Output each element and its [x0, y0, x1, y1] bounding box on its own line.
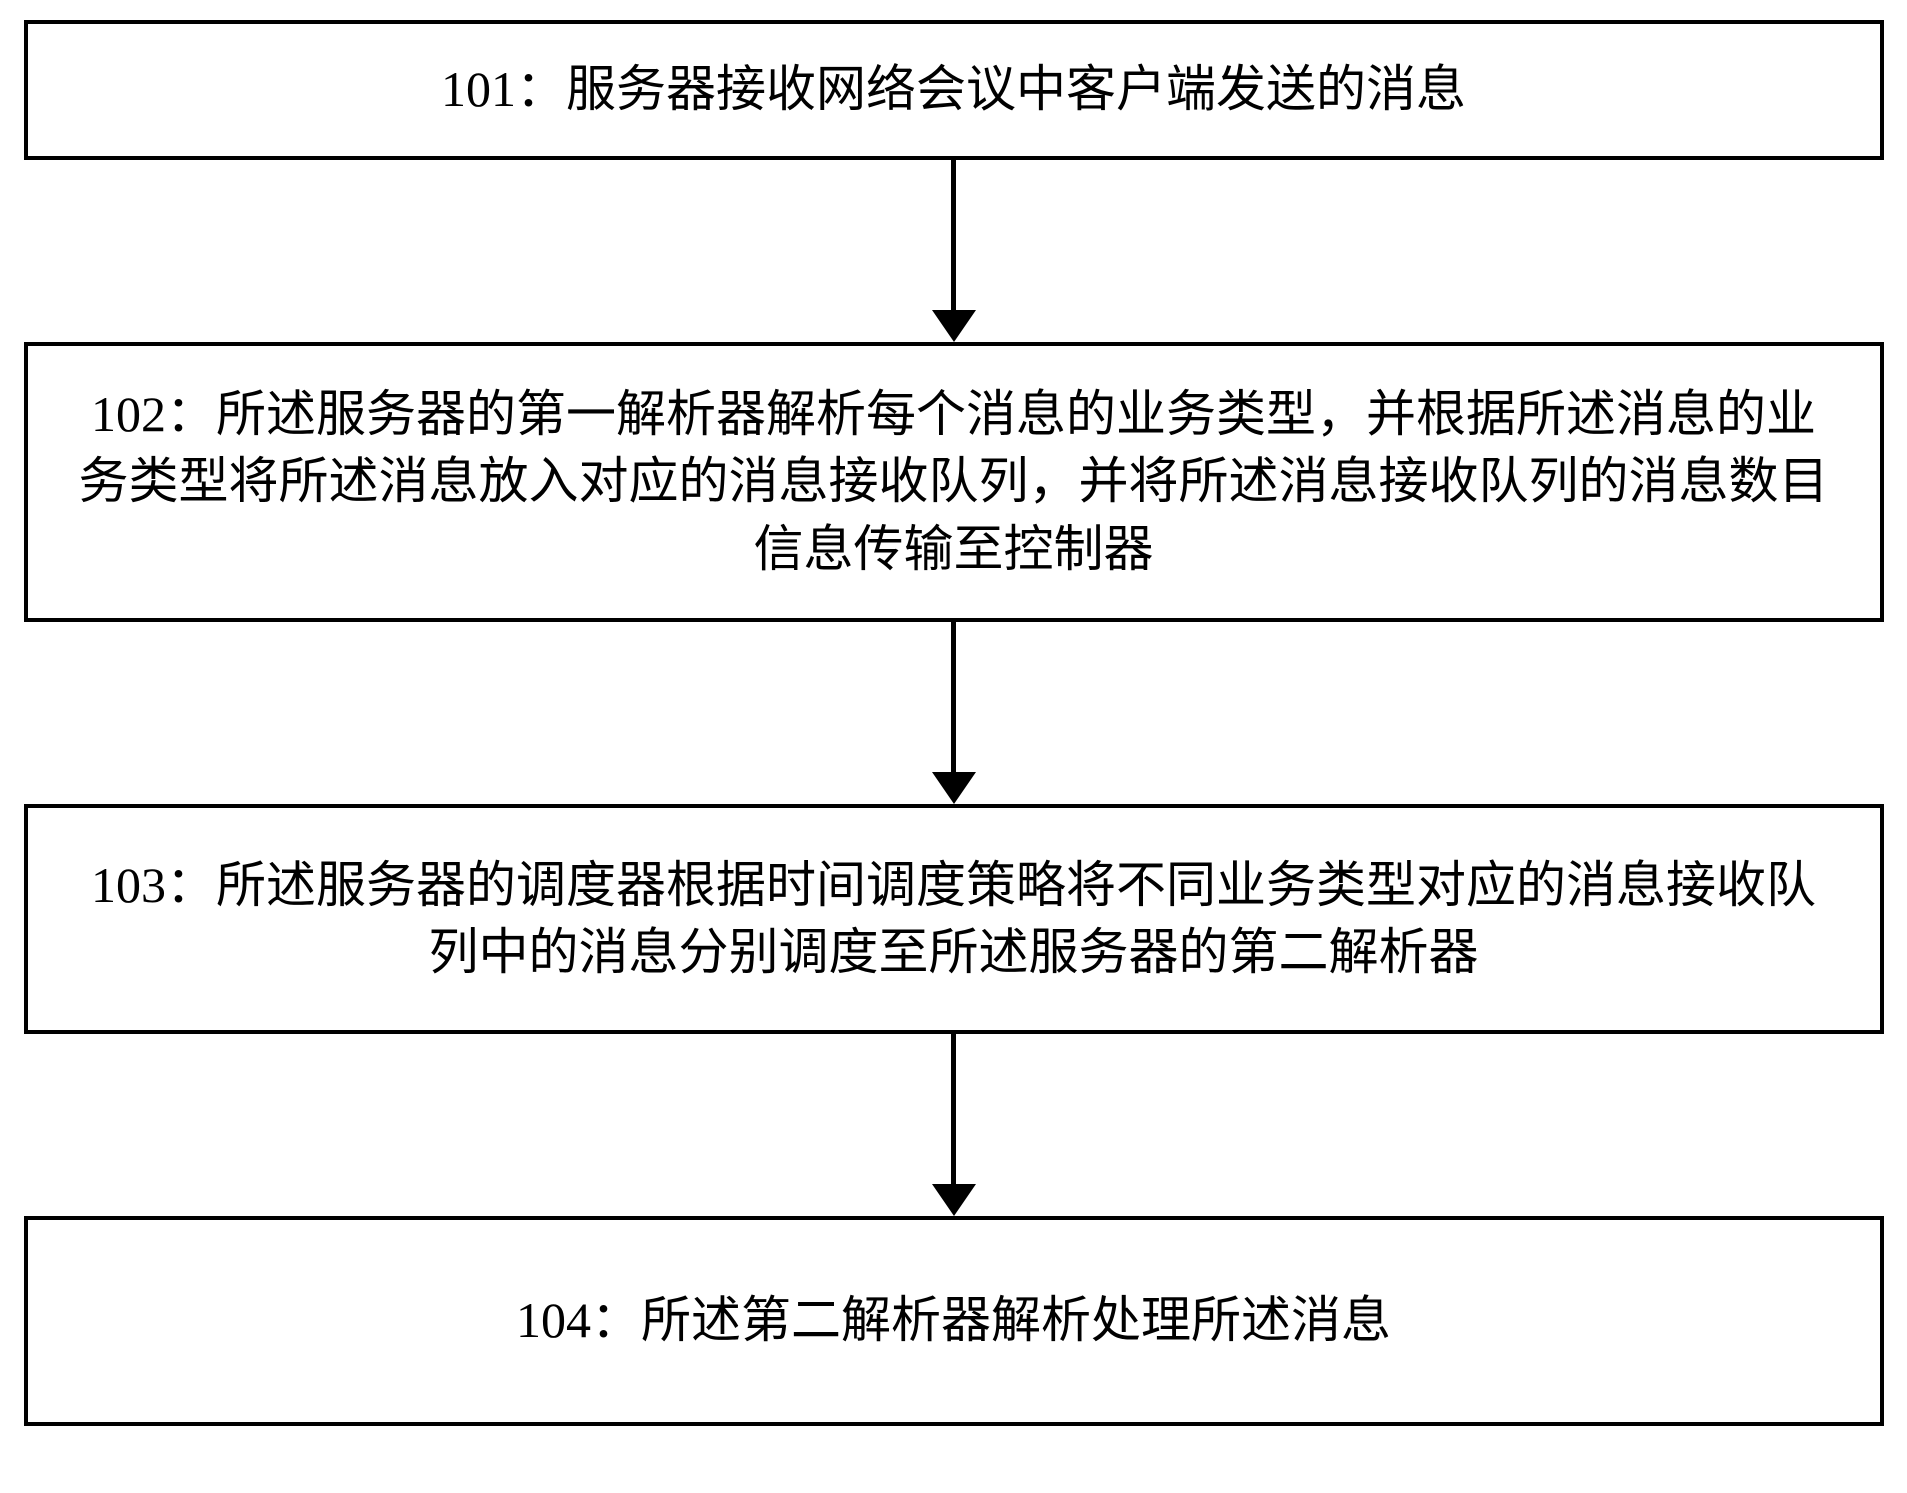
arrow-shaft [951, 160, 956, 310]
flowchart-arrow [932, 1034, 976, 1216]
arrow-head-icon [932, 310, 976, 342]
node-label: 104：所述第二解析器解析处理所述消息 [516, 1287, 1391, 1355]
flowchart-container: 101：服务器接收网络会议中客户端发送的消息 102：所述服务器的第一解析器解析… [24, 20, 1884, 1426]
flowchart-node-101: 101：服务器接收网络会议中客户端发送的消息 [24, 20, 1884, 160]
node-label: 103：所述服务器的调度器根据时间调度策略将不同业务类型对应的消息接收队列中的消… [68, 852, 1840, 987]
flowchart-arrow [932, 160, 976, 342]
arrow-shaft [951, 622, 956, 772]
arrow-head-icon [932, 772, 976, 804]
flowchart-node-104: 104：所述第二解析器解析处理所述消息 [24, 1216, 1884, 1426]
node-label: 101：服务器接收网络会议中客户端发送的消息 [441, 56, 1466, 124]
flowchart-arrow [932, 622, 976, 804]
arrow-head-icon [932, 1184, 976, 1216]
arrow-shaft [951, 1034, 956, 1184]
node-label: 102：所述服务器的第一解析器解析每个消息的业务类型，并根据所述消息的业务类型将… [68, 381, 1840, 584]
flowchart-node-103: 103：所述服务器的调度器根据时间调度策略将不同业务类型对应的消息接收队列中的消… [24, 804, 1884, 1034]
flowchart-node-102: 102：所述服务器的第一解析器解析每个消息的业务类型，并根据所述消息的业务类型将… [24, 342, 1884, 622]
